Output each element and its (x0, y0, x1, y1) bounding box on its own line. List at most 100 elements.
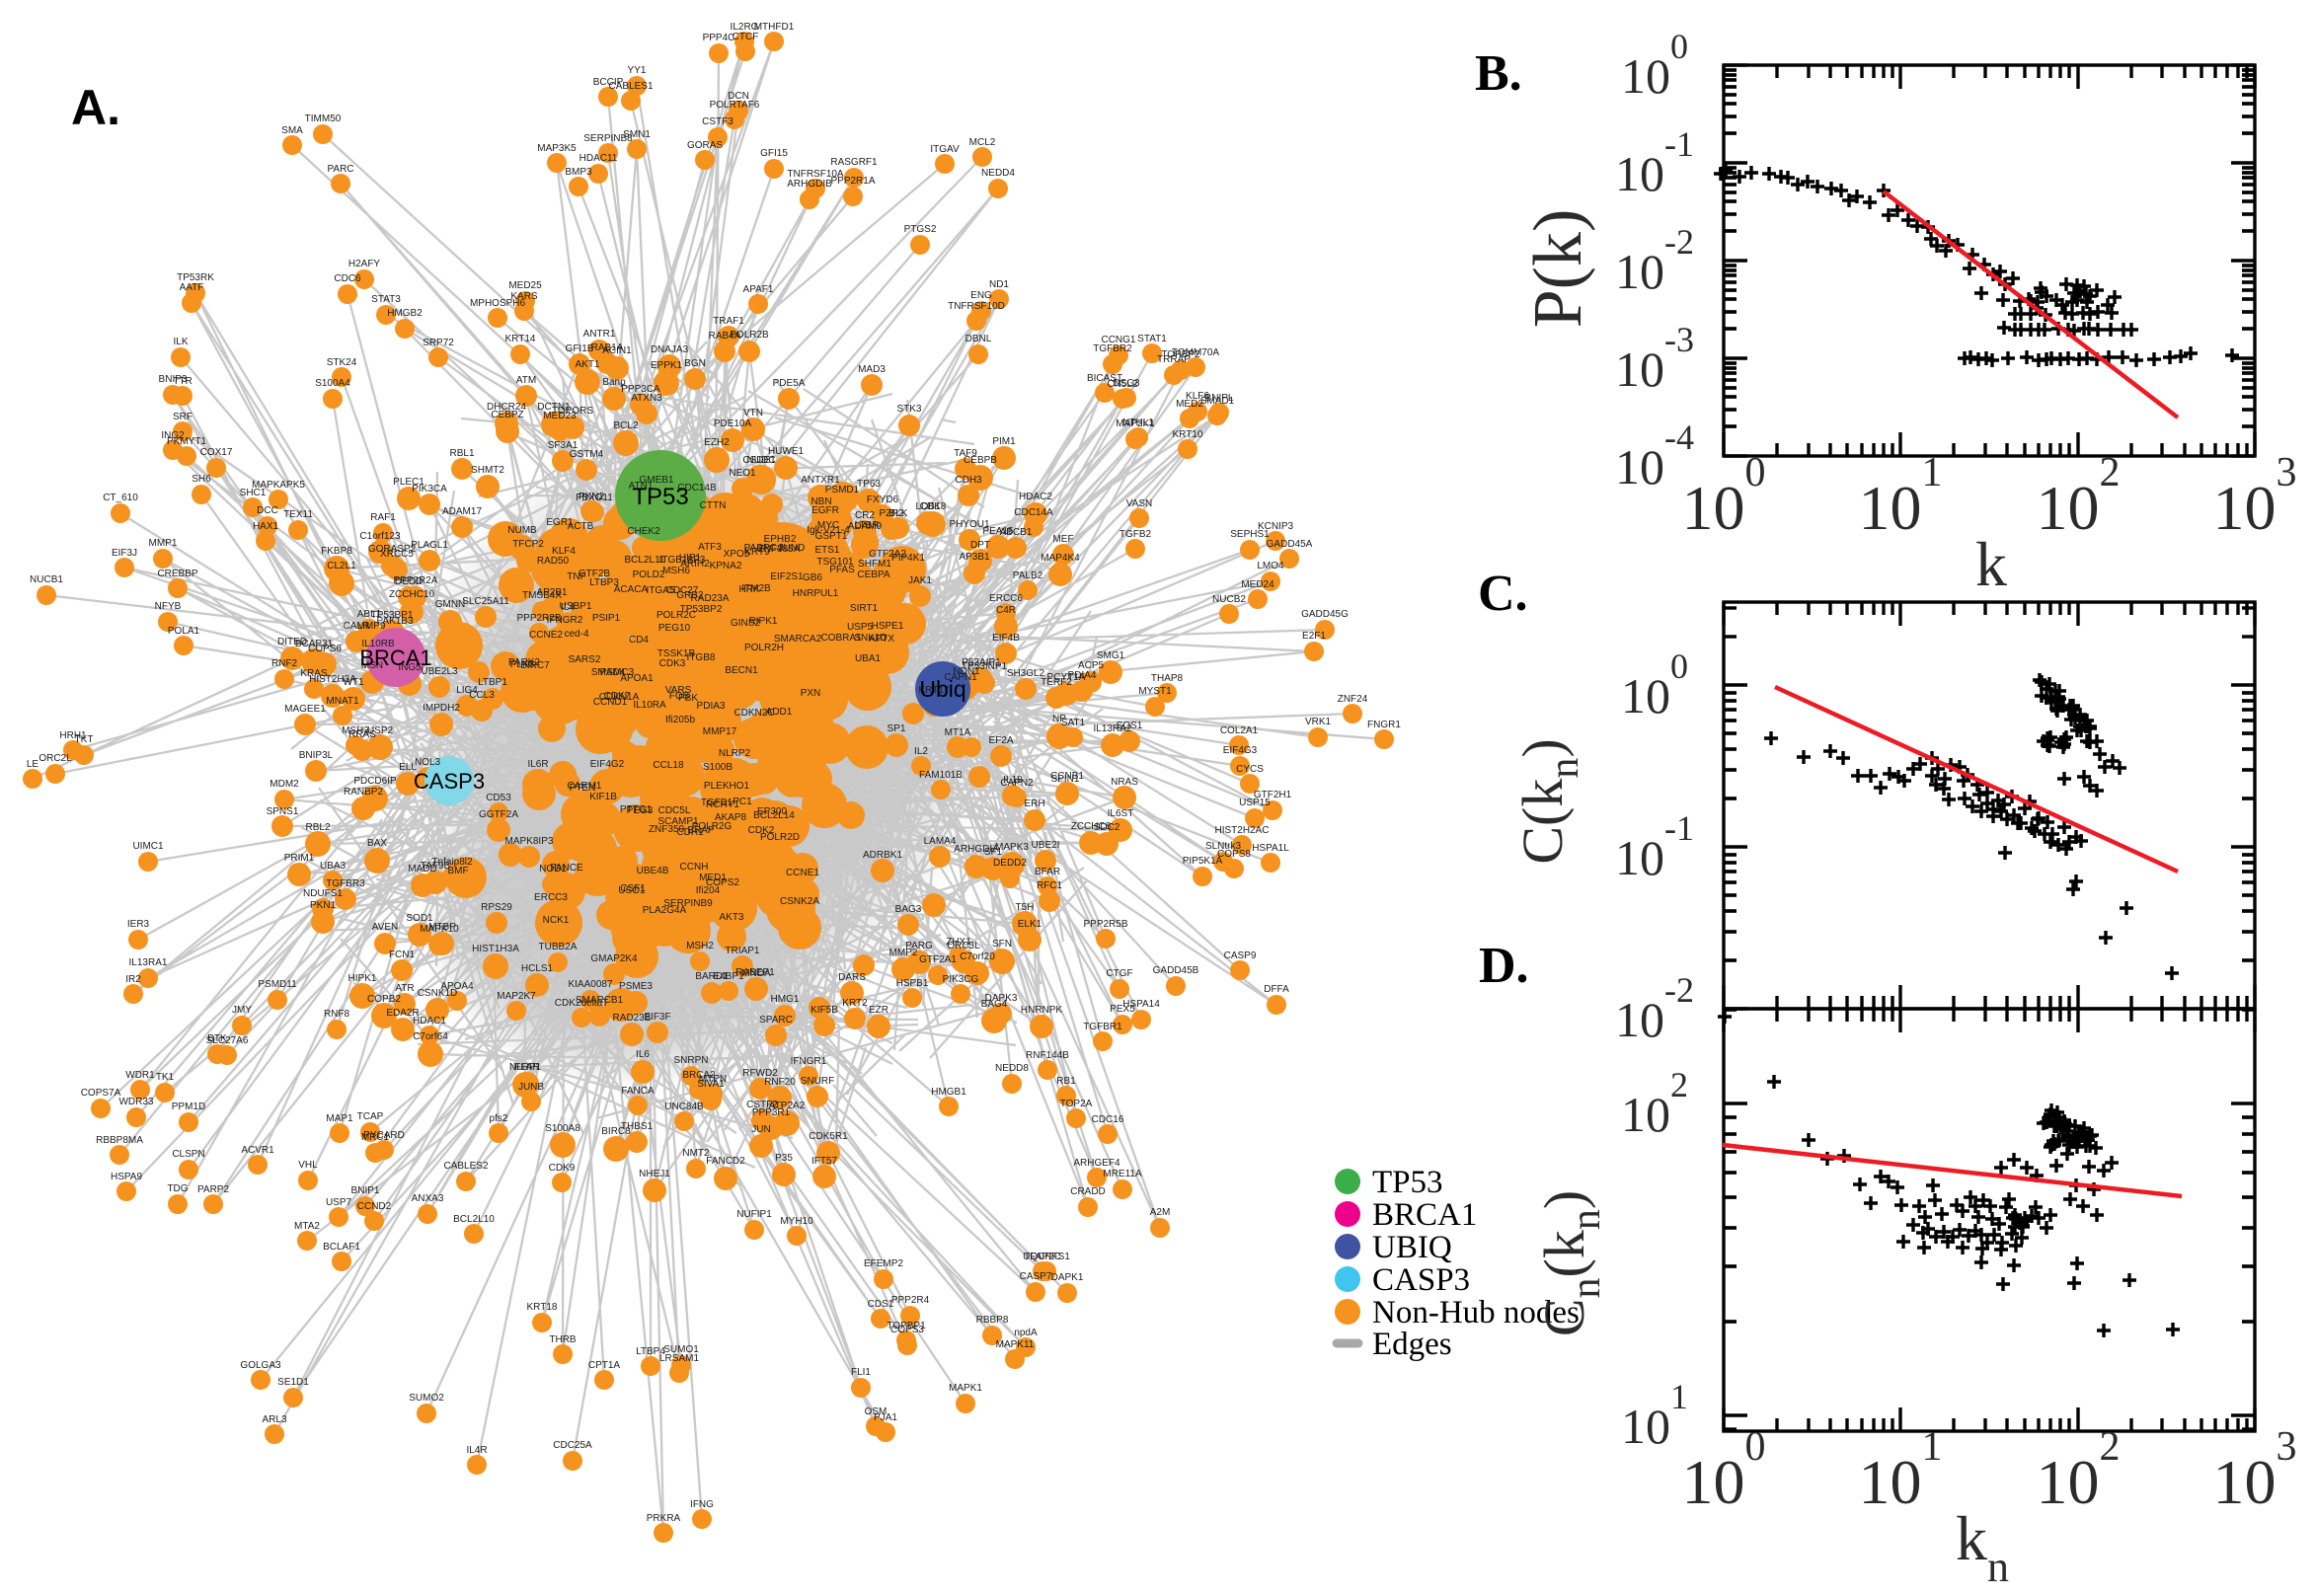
svg-text:PARP2: PARP2 (197, 1184, 229, 1195)
svg-text:UBA1: UBA1 (855, 653, 882, 664)
svg-text:COPS3: COPS3 (890, 1325, 924, 1335)
svg-text:COBRA1: COBRA1 (820, 633, 862, 644)
svg-text:GMAP2K4: GMAP2K4 (590, 953, 638, 964)
svg-text:APTX: APTX (869, 634, 894, 645)
svg-text:ARIH2: ARIH2 (680, 559, 710, 570)
svg-text:ANTXR1: ANTXR1 (801, 475, 840, 486)
svg-text:CDK2deltaT: CDK2deltaT (555, 998, 608, 1009)
svg-text:ERCC6: ERCC6 (989, 593, 1023, 604)
svg-text:PPP2R2B: PPP2R2B (516, 613, 561, 624)
svg-text:GADD45G: GADD45G (1301, 609, 1349, 620)
svg-text:ILK: ILK (173, 337, 188, 347)
svg-text:MAPK1: MAPK1 (949, 1383, 982, 1394)
svg-text:STAT1: STAT1 (1137, 334, 1167, 344)
svg-text:STAT3: STAT3 (371, 294, 401, 305)
svg-text:USBP1: USBP1 (560, 601, 592, 612)
svg-text:CASP3: CASP3 (414, 769, 485, 794)
svg-text:HSPA1L: HSPA1L (1252, 843, 1289, 854)
svg-text:CTTN: CTTN (700, 500, 727, 511)
svg-text:CDC6: CDC6 (334, 273, 361, 284)
svg-text:PCYT1A: PCYT1A (1047, 672, 1086, 683)
svg-text:MRE11A: MRE11A (1103, 1169, 1142, 1179)
svg-text:RFWD2: RFWD2 (742, 1068, 778, 1079)
svg-text:COPS2: COPS2 (706, 877, 739, 888)
svg-text:PPP2R2A: PPP2R2A (393, 575, 437, 586)
svg-text:MED1: MED1 (699, 873, 727, 883)
svg-text:A2M: A2M (1150, 1207, 1171, 1218)
svg-text:DSG3: DSG3 (1113, 378, 1140, 389)
svg-text:RAD50: RAD50 (537, 556, 570, 567)
svg-text:GADD45B: GADD45B (1153, 965, 1199, 976)
svg-text:IL2RG: IL2RG (731, 22, 759, 33)
svg-text:JUN: JUN (751, 1124, 770, 1135)
svg-text:PAK1B3: PAK1B3 (376, 616, 413, 627)
svg-text:MTBP: MTBP (428, 922, 456, 933)
svg-text:APOA1: APOA1 (620, 673, 654, 684)
svg-text:ITGA5: ITGA5 (647, 585, 675, 596)
svg-text:PC1: PC1 (733, 797, 752, 807)
svg-text:BNIP3L: BNIP3L (299, 750, 334, 761)
svg-text:SARS2: SARS2 (569, 654, 601, 665)
svg-text:ITM2B: ITM2B (741, 583, 771, 594)
svg-text:TSG101: TSG101 (816, 557, 854, 568)
svg-text:ABL1: ABL1 (357, 609, 382, 620)
svg-text:HSPA14: HSPA14 (1122, 999, 1160, 1010)
svg-text:CABLES2: CABLES2 (443, 1161, 488, 1172)
svg-text:TKT: TKT (75, 734, 94, 745)
svg-text:CARM1: CARM1 (567, 781, 601, 792)
svg-text:ZNF24: ZNF24 (1338, 694, 1368, 705)
svg-text:ORC2L: ORC2L (39, 753, 72, 764)
svg-text:BAX: BAX (367, 838, 387, 849)
svg-text:DCTN1: DCTN1 (537, 402, 571, 413)
svg-text:IFNGR1: IFNGR1 (791, 1056, 827, 1067)
svg-text:C7orf64: C7orf64 (413, 1031, 448, 1042)
svg-text:POLD2: POLD2 (633, 570, 665, 580)
svg-text:BRCA1: BRCA1 (359, 646, 431, 670)
svg-text:C7orf20: C7orf20 (960, 951, 995, 962)
svg-text:LTBP4: LTBP4 (636, 1346, 665, 1357)
svg-text:H2AFY: H2AFY (348, 259, 381, 269)
svg-text:SMAD4: SMAD4 (591, 667, 626, 678)
svg-text:GADD45A: GADD45A (1267, 539, 1313, 550)
svg-text:GRB2: GRB2 (676, 590, 704, 601)
svg-text:MAP2K7: MAP2K7 (497, 991, 536, 1002)
svg-text:ADD1: ADD1 (766, 707, 793, 718)
svg-text:AP3B1: AP3B1 (959, 552, 990, 563)
svg-text:NUDC: NUDC (747, 455, 776, 466)
svg-text:IFNG: IFNG (690, 1499, 714, 1510)
svg-text:COX17: COX17 (200, 447, 233, 458)
svg-text:GFI15: GFI15 (760, 148, 788, 159)
svg-text:HIST2H2AC: HIST2H2AC (1214, 825, 1269, 836)
svg-text:PRIM1: PRIM1 (284, 853, 315, 864)
svg-text:CEBPA: CEBPA (857, 570, 889, 580)
svg-text:ERH: ERH (1024, 798, 1044, 809)
svg-text:PEG3: PEG3 (627, 805, 654, 816)
svg-text:IL4: IL4 (561, 602, 575, 613)
svg-text:GB6: GB6 (803, 572, 822, 583)
svg-text:SRF: SRF (173, 412, 193, 422)
svg-text:CDK3: CDK3 (659, 658, 686, 669)
svg-text:RANBP2: RANBP2 (344, 787, 383, 798)
svg-text:NRAS: NRAS (1111, 777, 1138, 788)
svg-text:P(k): P(k) (1520, 209, 1596, 329)
svg-text:COPS7A: COPS7A (81, 1088, 121, 1099)
svg-text:SH3GL2: SH3GL2 (1007, 668, 1045, 679)
svg-text:FCN1: FCN1 (389, 950, 416, 960)
svg-text:PLK3: PLK3 (510, 659, 535, 670)
svg-text:BLK: BLK (889, 508, 908, 519)
svg-text:BMF: BMF (447, 866, 468, 876)
svg-text:TNFRSF10A: TNFRSF10A (787, 169, 844, 180)
svg-text:BAG3: BAG3 (895, 904, 922, 915)
svg-text:WT1: WT1 (343, 677, 364, 688)
svg-text:FLI1: FLI1 (851, 1367, 871, 1378)
svg-text:GINS2: GINS2 (731, 618, 760, 629)
svg-text:DEDD: DEDD (395, 576, 423, 587)
svg-text:pfs2: pfs2 (490, 1113, 508, 1124)
svg-text:D.: D. (1479, 938, 1529, 994)
svg-text:BGN: BGN (684, 358, 706, 369)
svg-text:THRB: THRB (549, 1334, 577, 1345)
svg-text:PLA2G4A: PLA2G4A (643, 905, 687, 916)
svg-text:CALR: CALR (344, 621, 370, 632)
svg-text:PRKRA: PRKRA (647, 1513, 681, 1524)
svg-text:LTBR: LTBR (855, 520, 880, 531)
